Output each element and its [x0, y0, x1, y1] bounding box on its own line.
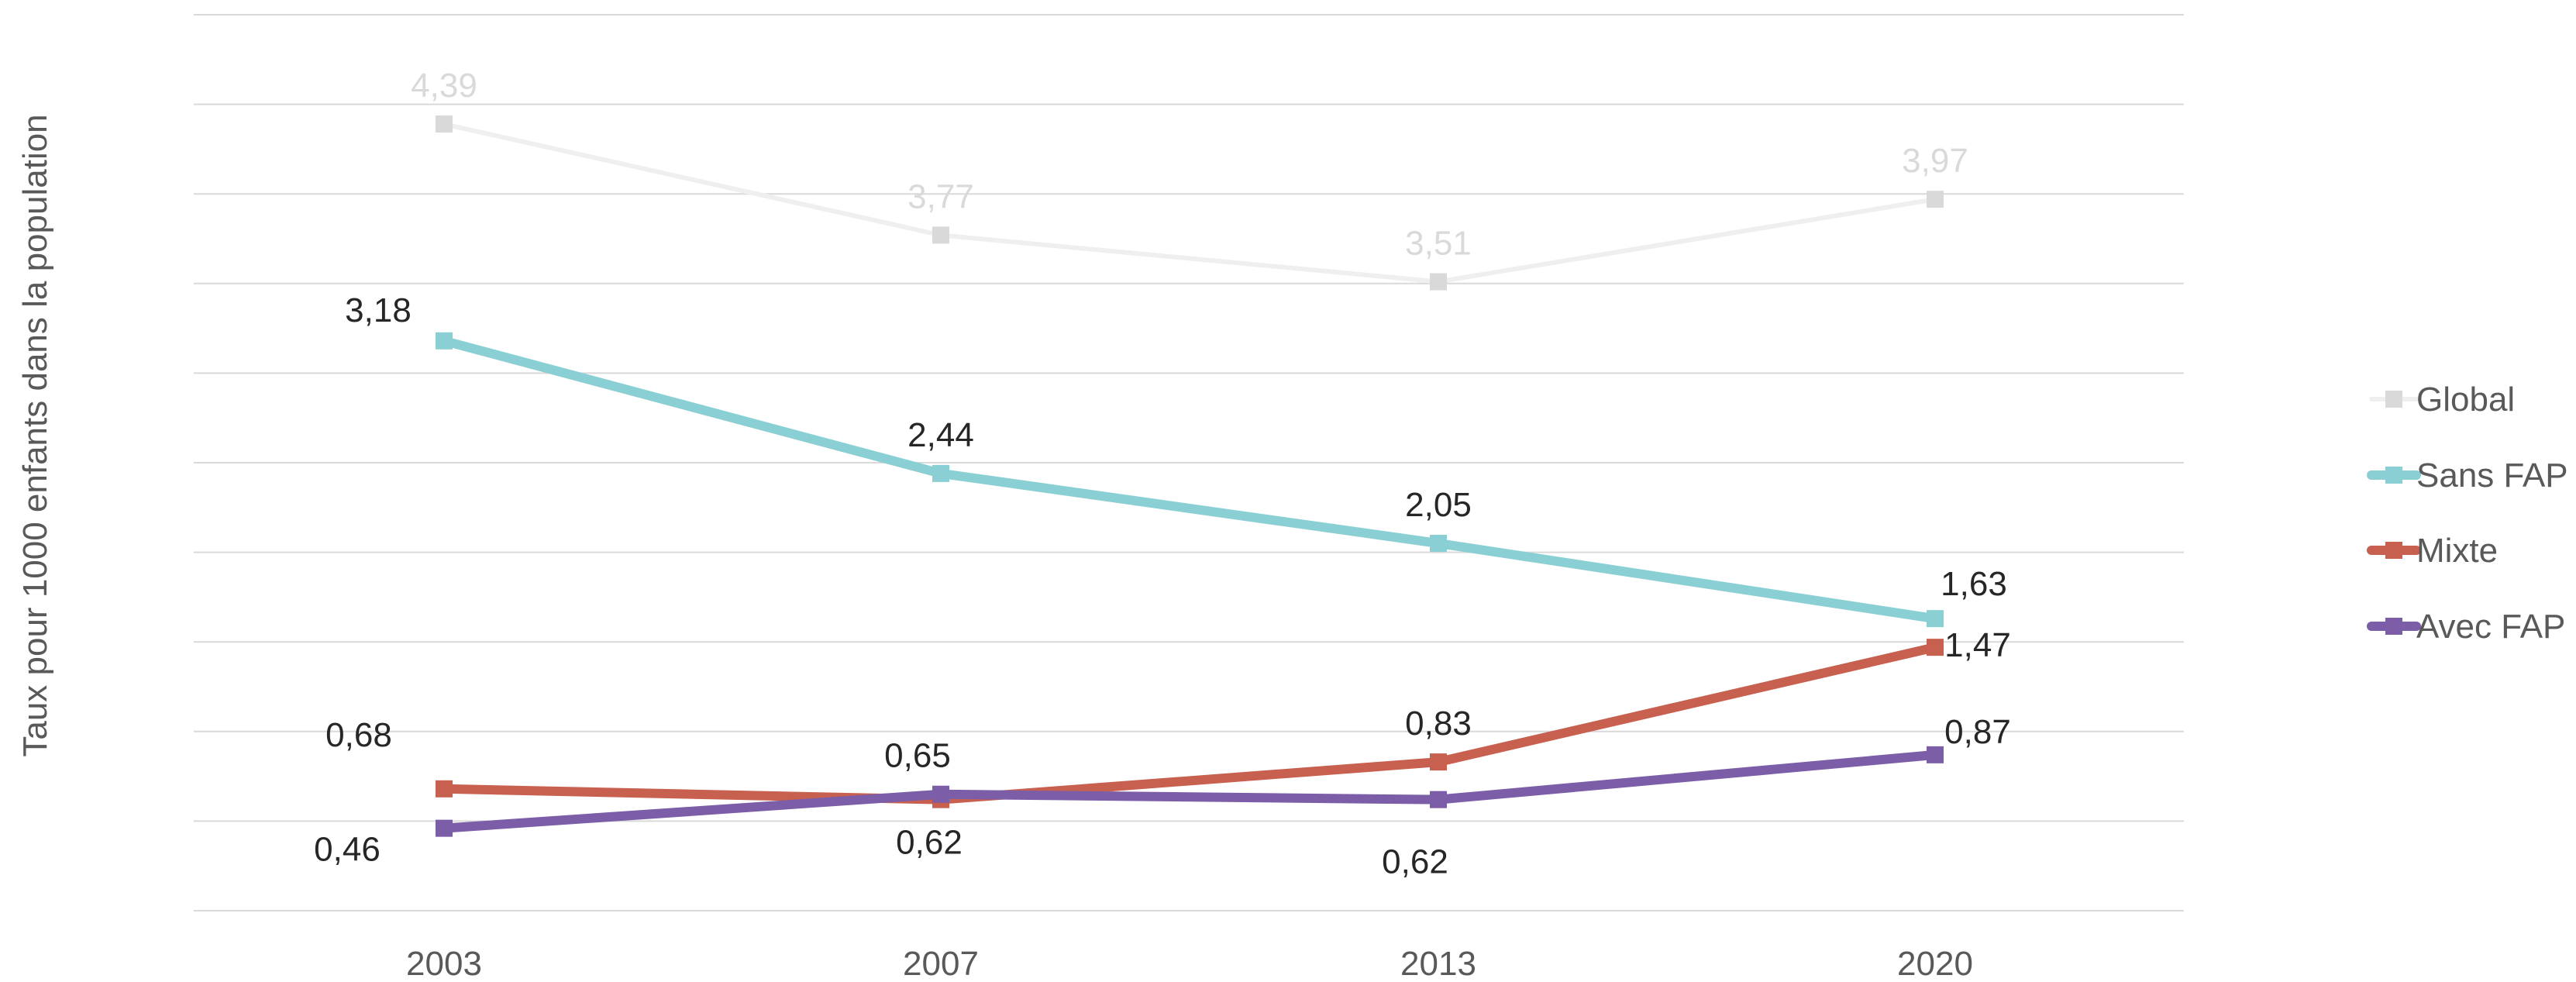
marker-avec-fap — [436, 819, 453, 837]
legend-marker-sans-fap — [2385, 467, 2402, 484]
legend-label-mixte: Mixte — [2416, 532, 2498, 570]
data-label-avec-fap: 0,62 — [1382, 843, 1448, 881]
x-tick-label: 2020 — [1897, 945, 1973, 982]
data-label-avec-fap: 0,87 — [1944, 713, 2011, 751]
marker-mixte — [1927, 639, 1944, 656]
data-label-global: 3,97 — [1902, 142, 1968, 180]
data-label-avec-fap: 0,46 — [314, 831, 381, 869]
marker-global — [1430, 273, 1447, 291]
marker-sans-fap — [436, 332, 453, 350]
marker-mixte — [436, 780, 453, 798]
legend-marker-global — [2385, 391, 2402, 408]
marker-global — [1927, 191, 1944, 208]
data-label-mixte: 0,68 — [325, 716, 392, 754]
legend-label-global: Global — [2416, 381, 2515, 419]
series-line-global — [443, 122, 1936, 284]
series-line-avec-fap — [443, 749, 1936, 833]
legend: Global Sans FAP Mixte Avec FAP — [2367, 381, 2568, 646]
legend-label-avec-fap: Avec FAP — [2416, 608, 2565, 646]
x-tick-label: 2007 — [903, 945, 979, 982]
legend-marker-mixte — [2385, 542, 2402, 559]
data-label-global: 3,51 — [1405, 224, 1472, 262]
legend-label-sans-fap: Sans FAP — [2416, 457, 2568, 494]
marker-sans-fap — [1927, 610, 1944, 628]
series-markers — [436, 115, 1944, 837]
series-line-sans-fap — [443, 336, 1936, 624]
x-tick-label: 2003 — [406, 945, 482, 982]
legend-marker-avec-fap — [2385, 618, 2402, 635]
series-lines — [443, 122, 1937, 833]
marker-global — [932, 226, 949, 244]
x-axis-ticks: 2003 2007 2013 2020 — [406, 945, 1973, 982]
marker-sans-fap — [1430, 535, 1447, 553]
y-axis-title: Taux pour 1000 enfants dans la populatio… — [16, 114, 54, 756]
marker-global — [436, 115, 453, 133]
data-label-sans-fap: 3,18 — [345, 291, 412, 329]
data-label-sans-fap: 2,44 — [907, 416, 974, 454]
data-label-mixte: 1,47 — [1944, 626, 2011, 664]
data-label-mixte: 0,62 — [896, 824, 963, 862]
marker-sans-fap — [932, 464, 949, 482]
marker-avec-fap — [932, 785, 949, 803]
data-label-mixte: 0,83 — [1405, 705, 1472, 743]
marker-avec-fap — [1430, 791, 1447, 808]
marker-mixte — [1430, 753, 1447, 771]
x-tick-label: 2013 — [1400, 945, 1476, 982]
marker-avec-fap — [1927, 746, 1944, 763]
data-label-sans-fap: 1,63 — [1941, 565, 2007, 603]
data-labels: 4,39 3,77 3,51 3,97 3,18 2,44 2,05 1,63 0,68 0,62… — [314, 67, 2011, 881]
data-label-avec-fap: 0,65 — [884, 737, 951, 775]
data-label-global: 4,39 — [411, 67, 477, 105]
data-label-global: 3,77 — [907, 177, 974, 215]
data-label-sans-fap: 2,05 — [1405, 486, 1472, 524]
series-line-mixte — [443, 643, 1937, 805]
